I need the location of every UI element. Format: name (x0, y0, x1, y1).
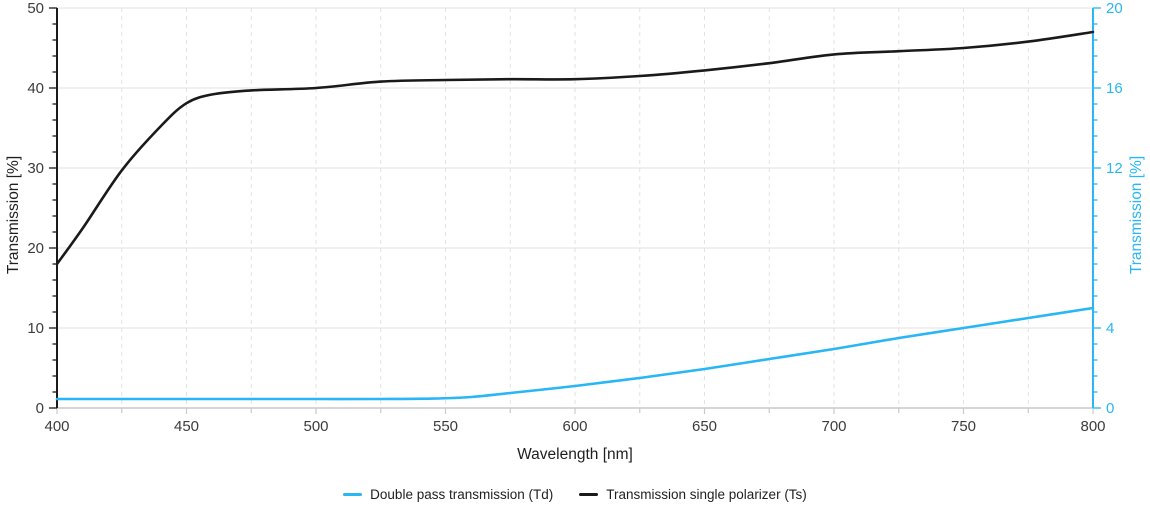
legend-item-single-polarizer[interactable]: Transmission single polarizer (Ts) (579, 487, 807, 502)
x-axis-title: Wavelength [nm] (517, 446, 633, 463)
svg-text:20: 20 (27, 240, 44, 257)
svg-text:12: 12 (1106, 160, 1123, 177)
legend-label-single-polarizer: Transmission single polarizer (Ts) (606, 487, 807, 502)
legend-swatch-single-polarizer (579, 493, 599, 496)
svg-text:700: 700 (821, 418, 846, 435)
svg-text:500: 500 (303, 418, 328, 435)
svg-text:450: 450 (174, 418, 199, 435)
legend-swatch-double-pass (343, 493, 363, 496)
svg-text:550: 550 (433, 418, 458, 435)
svg-text:50: 50 (27, 0, 44, 17)
series-line-single-polarizer (55, 30, 1095, 266)
svg-text:16: 16 (1106, 80, 1123, 97)
svg-text:0: 0 (36, 400, 44, 417)
svg-text:20: 20 (1106, 0, 1123, 17)
svg-text:40: 40 (27, 80, 44, 97)
svg-text:4: 4 (1106, 320, 1114, 337)
svg-text:750: 750 (951, 418, 976, 435)
svg-text:30: 30 (27, 160, 44, 177)
series-line-double-pass (55, 306, 1095, 401)
svg-text:800: 800 (1080, 418, 1105, 435)
legend-label-double-pass: Double pass transmission (Td) (370, 487, 554, 502)
svg-text:600: 600 (562, 418, 587, 435)
legend-item-double-pass[interactable]: Double pass transmission (Td) (343, 487, 553, 502)
svg-text:400: 400 (44, 418, 69, 435)
plot-canvas: 400 450 500 550 600 650 700 750 8000102030405004… (27, 0, 1123, 435)
svg-text:0: 0 (1106, 400, 1114, 417)
legend: Double pass transmission (Td) Transmissi… (0, 487, 1150, 502)
svg-text:650: 650 (692, 418, 717, 435)
svg-text:10: 10 (27, 320, 44, 337)
